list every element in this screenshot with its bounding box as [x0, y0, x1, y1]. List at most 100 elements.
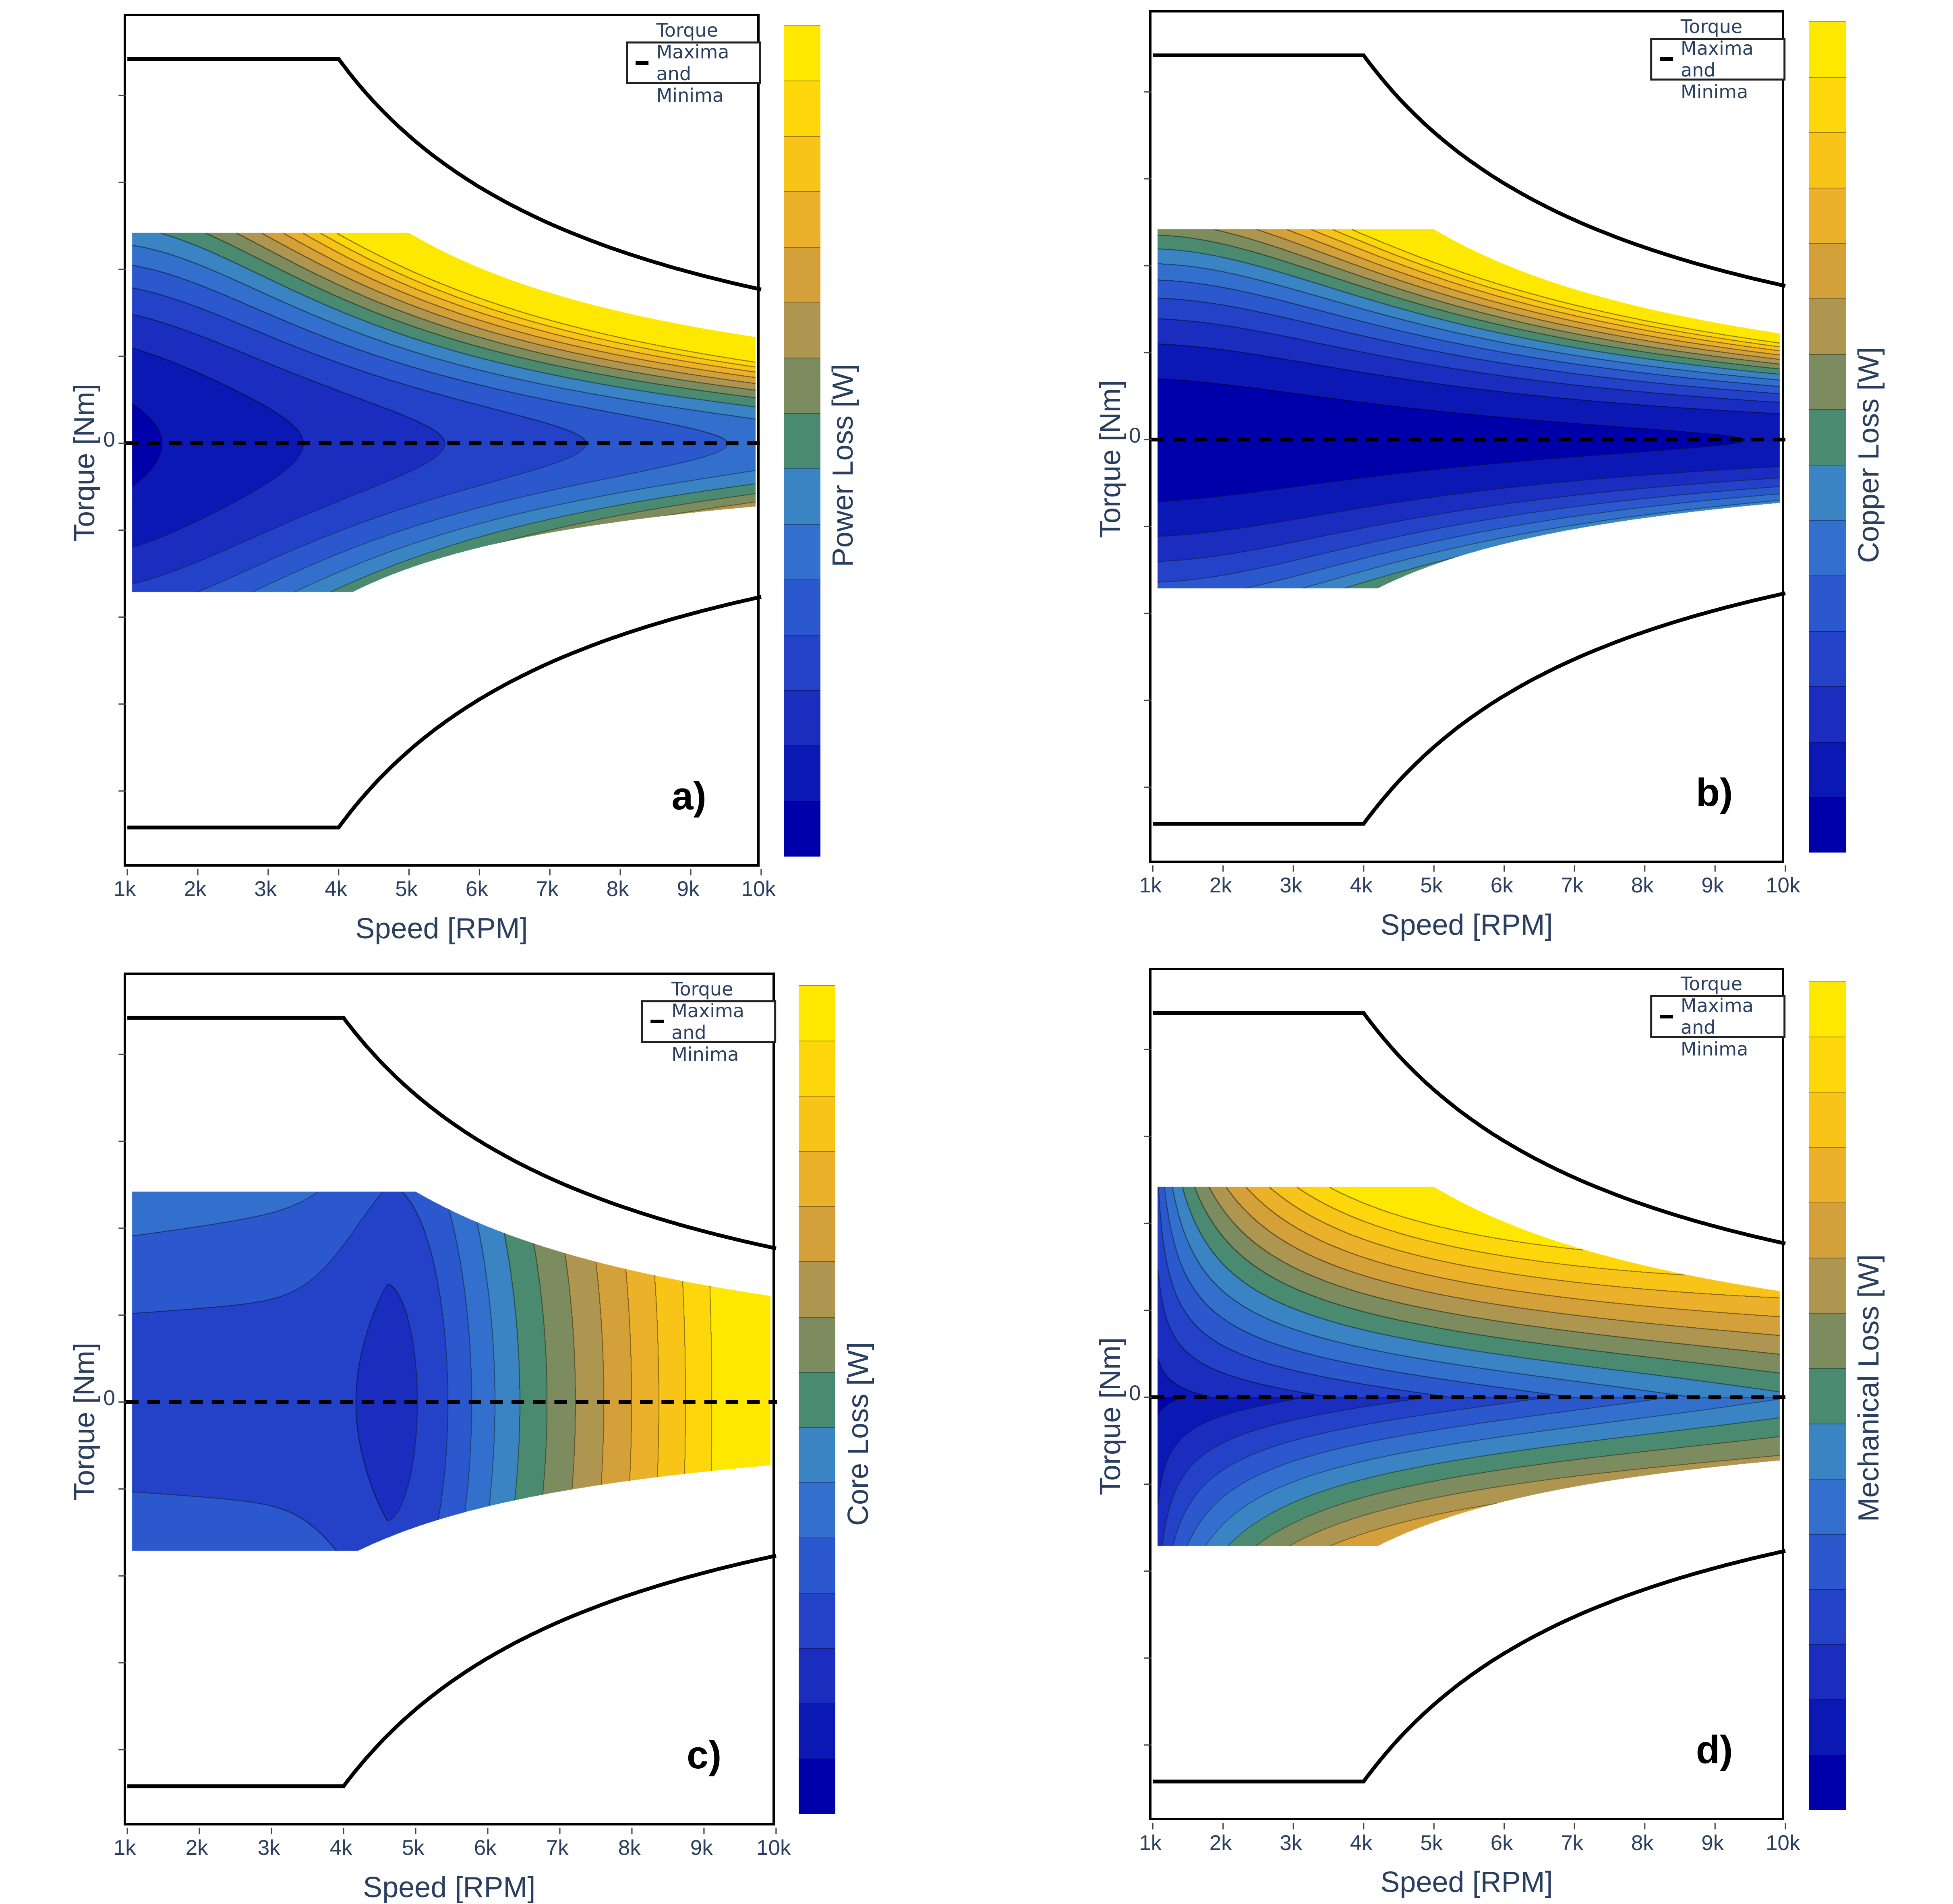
x-tick-label: 6k [1490, 1831, 1513, 1855]
panel-label: d) [1696, 1728, 1733, 1772]
colorbar-level [799, 1482, 836, 1538]
y-axis-title: Torque [Nm] [1094, 1337, 1127, 1496]
panel-label: a) [671, 774, 706, 818]
y-axis-title: Torque [Nm] [68, 1342, 101, 1500]
colorbar-level [1809, 1755, 1846, 1810]
plot-overlay [118, 57, 762, 876]
legend-line-swatch [635, 61, 649, 65]
colorbar-level [1809, 520, 1846, 576]
colorbar-level [1809, 77, 1846, 132]
colorbar-level [799, 1261, 836, 1317]
colorbar-level [1809, 1147, 1846, 1202]
x-axis-title: Speed [RPM] [1380, 909, 1553, 941]
legend[interactable]: Torque Maxima and Minima [1650, 16, 1785, 103]
colorbar [783, 25, 820, 857]
x-tick-label: 1k [113, 1836, 136, 1860]
colorbar-level [1809, 1699, 1846, 1755]
x-tick-label: 10k [741, 877, 776, 901]
legend[interactable]: Torque Maxima and Minima [625, 19, 761, 106]
colorbar-level [799, 1703, 836, 1759]
colorbar-level [799, 985, 836, 1041]
x-tick-label: 1k [1139, 1831, 1162, 1855]
contour-fill [126, 16, 762, 869]
colorbar-level [783, 745, 820, 801]
colorbar-level [783, 25, 820, 81]
colorbar-level [1809, 409, 1846, 465]
x-tick-label: 2k [184, 877, 207, 901]
colorbar-level [783, 136, 820, 192]
legend[interactable]: Torque Maxima and Minima [1650, 973, 1785, 1060]
x-tick-label: 3k [1280, 873, 1303, 897]
torque-maxima-line [1153, 1011, 1786, 1246]
x-tick-label: 2k [185, 1836, 208, 1860]
plot-area [1144, 967, 1787, 1829]
x-tick-label: 6k [474, 1836, 497, 1860]
colorbar-level [1809, 1313, 1846, 1368]
colorbar-level [783, 635, 820, 690]
colorbar-level [783, 690, 820, 746]
x-tick-label: 10k [756, 1836, 791, 1860]
x-tick-label: 9k [1701, 1831, 1724, 1855]
colorbar-level [799, 1648, 836, 1703]
x-tick-label: 9k [1701, 873, 1724, 897]
colorbar-level [1809, 686, 1846, 742]
x-tick-label: 3k [257, 1836, 280, 1860]
panel-label: b) [1696, 770, 1733, 814]
colorbar-level [783, 413, 820, 469]
colorbar [1809, 21, 1846, 853]
colorbar-level [783, 81, 820, 136]
x-tick-label: 10k [1765, 1831, 1800, 1855]
x-tick-label: 4k [329, 1836, 352, 1860]
torque-maxima-line [127, 57, 762, 292]
colorbar-level [1809, 1092, 1846, 1147]
plot-area [1144, 10, 1787, 872]
colorbar-level [783, 246, 820, 302]
colorbar-level [1809, 1423, 1846, 1479]
plot-area [118, 14, 762, 876]
panel-label: c) [687, 1732, 722, 1777]
colorbar-level [1809, 1368, 1846, 1424]
colorbar-level [1809, 1589, 1846, 1645]
colorbar-title: Power Loss [W] [827, 364, 859, 567]
x-tick-label: 5k [395, 877, 418, 901]
x-tick-label: 5k [1420, 873, 1443, 897]
x-tick-label: 2k [1209, 873, 1232, 897]
legend[interactable]: Torque Maxima and Minima [641, 978, 777, 1065]
colorbar-level [1809, 981, 1846, 1037]
colorbar-level [799, 1759, 836, 1814]
legend-label: Torque Maxima and Minima [656, 19, 729, 107]
y-tick-label: 0 [1129, 1381, 1141, 1405]
colorbar-level [783, 579, 820, 635]
colorbar-level [1809, 298, 1846, 354]
x-axis-title: Speed [RPM] [1380, 1866, 1553, 1899]
colorbar-level [1809, 464, 1846, 520]
y-axis-title: Torque [Nm] [1094, 380, 1127, 538]
colorbar-level [783, 191, 820, 247]
colorbar-level [783, 801, 820, 857]
x-tick-label: 7k [546, 1836, 569, 1860]
colorbar-level [1809, 1037, 1846, 1092]
colorbar [799, 985, 836, 1814]
x-tick-label: 7k [1561, 873, 1584, 897]
torque-minima-line [1153, 591, 1786, 826]
contour-fill [1152, 12, 1787, 865]
x-tick-label: 1k [1139, 873, 1162, 897]
x-tick-label: 6k [465, 877, 488, 901]
x-tick-label: 8k [1631, 873, 1654, 897]
colorbar-level [799, 1040, 836, 1096]
x-tick-label: 7k [1561, 1831, 1584, 1855]
colorbar [1809, 981, 1846, 1811]
x-tick-label: 5k [402, 1836, 425, 1860]
colorbar-title: Core Loss [W] [842, 1342, 874, 1526]
legend-label: Torque Maxima and Minima [1680, 973, 1754, 1060]
x-tick-label: 10k [1765, 873, 1800, 897]
x-tick-label: 3k [1280, 1831, 1303, 1855]
colorbar-level [1809, 187, 1846, 243]
plot-overlay [118, 1016, 777, 1834]
colorbar-level [799, 1151, 836, 1207]
colorbar-level [1809, 1257, 1846, 1313]
colorbar-level [783, 524, 820, 579]
y-axis-title: Torque [Nm] [68, 384, 101, 542]
colorbar-level [1809, 575, 1846, 631]
colorbar-level [799, 1095, 836, 1151]
